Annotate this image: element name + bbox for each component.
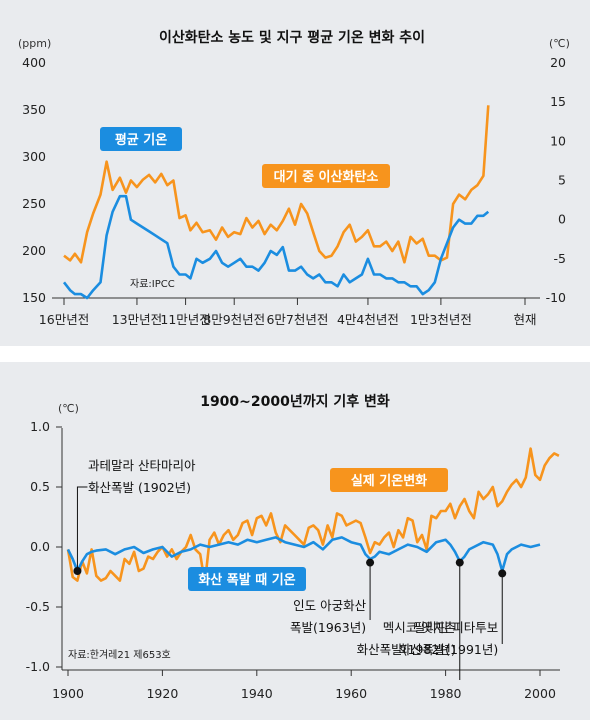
annotation-text: 필리핀 피타투보 xyxy=(414,620,498,635)
chart-title: 1900~2000년까지 기후 변화 xyxy=(200,394,390,410)
annotation-text: 멕시코 엣치촌 xyxy=(383,620,456,635)
y-tick-label: -1.0 xyxy=(26,659,50,674)
y-right-unit: (℃) xyxy=(549,37,570,50)
annotation-text: 폭발(1963년) xyxy=(290,620,366,635)
volcano-marker xyxy=(498,569,507,578)
actual-temperature-label-text: 실제 기온변화 xyxy=(351,473,427,489)
source-note: 자료:IPCC xyxy=(130,278,175,290)
y-tick-label: 1.0 xyxy=(30,419,50,434)
actual-temperature-label: 실제 기온변화 xyxy=(330,468,448,492)
y-left-tick-label: 400 xyxy=(22,55,46,70)
volcano-climate-panel: 1900~2000년까지 기후 변화 (℃) 1.0 0.5 0.0 -0.5 -1.0… xyxy=(0,362,590,720)
series-lines xyxy=(62,105,490,300)
actual-temperature-line xyxy=(66,447,560,585)
x-tick-label: 1900 xyxy=(52,686,84,701)
chart-title: 이산화탄소 농도 및 지구 평균 기온 변화 추이 xyxy=(159,29,425,46)
y-right-tick-label: -5 xyxy=(554,251,566,266)
x-tick-label: 1980 xyxy=(430,686,462,701)
co2-temperature-chart: 이산화탄소 농도 및 지구 평균 기온 변화 추이 (ppm) (℃) 400 3… xyxy=(18,29,570,327)
y-right-tick-label: -10 xyxy=(546,290,566,305)
volcano-marker xyxy=(366,558,375,567)
volcano-temperature-line xyxy=(66,536,541,573)
volcano-climate-chart: 1900~2000년까지 기후 변화 (℃) 1.0 0.5 0.0 -0.5 -1.0… xyxy=(26,394,560,701)
y-right-tick-label: 10 xyxy=(550,133,566,148)
x-tick-label: 1940 xyxy=(241,686,273,701)
y-right-tick-label: 5 xyxy=(558,173,566,188)
volcano-marker xyxy=(455,558,464,567)
x-tick-label: 8만9천년전 xyxy=(203,312,265,327)
y-tick-label: 0.5 xyxy=(30,479,50,494)
annotation-leader xyxy=(76,486,88,571)
y-left-tick-label: 250 xyxy=(22,196,46,211)
annotation-text: 화산폭발(1991년) xyxy=(399,642,498,657)
y-left-tick-label: 300 xyxy=(22,149,46,164)
temperature-series-line xyxy=(62,194,490,300)
y-tick-labels: 1.0 0.5 0.0 -0.5 -1.0 xyxy=(26,419,62,674)
y-left-tick-labels: 400 350 300 250 200 150 xyxy=(22,55,46,305)
annotation-text: 인도 아궁화산 xyxy=(293,598,366,613)
x-tick-label: 현재 xyxy=(513,312,536,327)
x-tick-label: 16만년전 xyxy=(39,312,89,327)
volcano-temperature-label-text: 화산 폭발 때 기온 xyxy=(198,572,295,588)
y-unit: (℃) xyxy=(58,402,79,415)
annotation-text: 화산폭발(1982년) xyxy=(357,642,456,657)
y-left-tick-label: 350 xyxy=(22,102,46,117)
temperature-series-label-text: 평균 기온 xyxy=(115,132,167,148)
y-left-tick-label: 150 xyxy=(22,290,46,305)
x-tick-label: 11만년전 xyxy=(160,312,210,327)
volcano-marker xyxy=(73,567,82,575)
x-tick-label: 1920 xyxy=(146,686,178,701)
x-tick-labels: 1900 1920 1940 1960 1980 2000 xyxy=(52,670,556,701)
x-tick-label: 1만3천년전 xyxy=(410,312,472,327)
y-right-tick-label: 15 xyxy=(550,94,566,109)
co2-series-label: 대기 중 이산화탄소 xyxy=(262,164,390,188)
y-left-tick-label: 200 xyxy=(22,243,46,258)
annotation-text: 과테말라 산타마리아 xyxy=(88,458,196,473)
co2-temperature-panel: 이산화탄소 농도 및 지구 평균 기온 변화 추이 (ppm) (℃) 400 3… xyxy=(0,0,590,346)
x-tick-label: 2000 xyxy=(524,686,556,701)
y-left-unit: (ppm) xyxy=(18,37,51,50)
y-right-tick-labels: 20 15 10 5 0 -5 -10 xyxy=(546,55,566,305)
y-right-tick-label: 20 xyxy=(550,55,566,70)
y-tick-label: -0.5 xyxy=(26,599,50,614)
series-lines xyxy=(66,447,560,585)
y-right-tick-label: 0 xyxy=(558,212,566,227)
co2-series-label-text: 대기 중 이산화탄소 xyxy=(274,169,379,185)
annotation-text: 화산폭발 (1902년) xyxy=(88,480,191,495)
x-tick-label: 13만년전 xyxy=(112,312,162,327)
x-tick-label: 1960 xyxy=(335,686,367,701)
source-note: 자료:한겨레21 제653호 xyxy=(68,649,171,661)
co2-series-line xyxy=(63,105,490,264)
volcano-temperature-label: 화산 폭발 때 기온 xyxy=(188,567,306,591)
x-tick-label: 6만7천년전 xyxy=(266,312,328,327)
y-tick-label: 0.0 xyxy=(30,539,50,554)
x-tick-label: 4만4천년전 xyxy=(337,312,399,327)
temperature-series-label: 평균 기온 xyxy=(100,127,182,151)
